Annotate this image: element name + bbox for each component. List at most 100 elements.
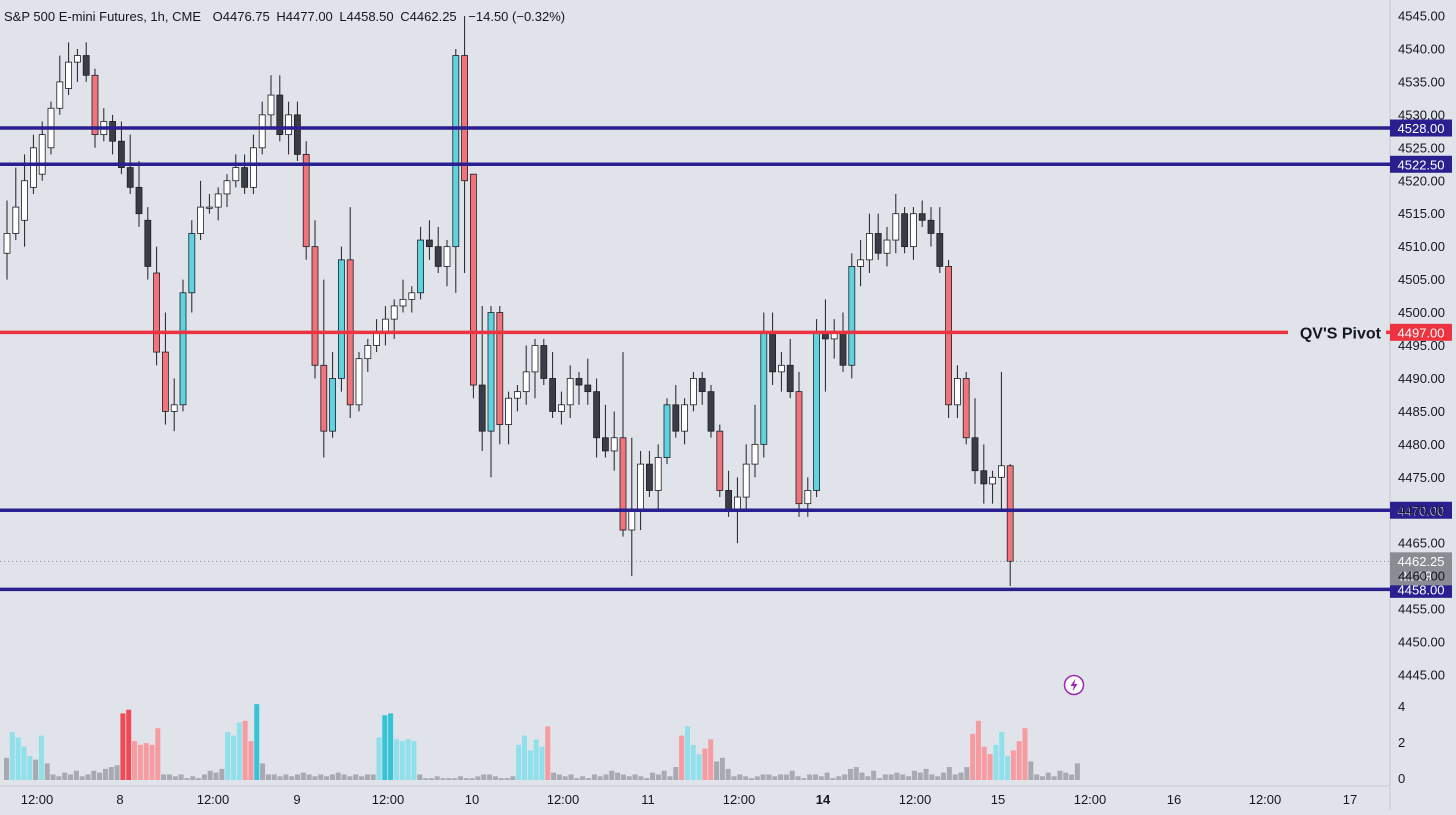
volume-bar: [393, 739, 399, 780]
candle-body: [839, 331, 847, 366]
level-price-tag: [1390, 119, 1452, 137]
volume-bar: [411, 741, 417, 780]
candle-body: [742, 463, 750, 498]
candle-body: [874, 233, 882, 254]
volume-bar: [236, 722, 242, 780]
time-tick-label: 12:00: [1074, 792, 1107, 807]
candle-body: [381, 318, 389, 333]
volume-bar: [492, 776, 498, 780]
candle-body: [927, 219, 935, 234]
volume-bar: [603, 774, 609, 780]
volume-bar: [609, 770, 615, 780]
level-price-label: 4497.00: [1398, 325, 1445, 340]
volume-bar: [341, 774, 347, 780]
candle-body: [522, 371, 530, 393]
candle-body: [971, 437, 979, 472]
candle-body: [804, 490, 812, 505]
volume-bar: [196, 778, 202, 780]
candle-body: [461, 55, 469, 182]
volume-bar: [661, 770, 667, 780]
volume-bar: [102, 768, 108, 780]
alert-icon[interactable]: [1063, 674, 1085, 696]
volume-bar: [1074, 763, 1080, 780]
symbol-name[interactable]: S&P 500 E-mini Futures, 1h, CME: [4, 9, 202, 24]
price-tick-label: 4470.00: [1398, 503, 1445, 518]
price-tick-label: 4540.00: [1398, 41, 1445, 56]
volume-bar: [900, 774, 906, 780]
open-label: O: [212, 9, 223, 24]
candle-body: [980, 470, 988, 485]
volume-bar: [812, 774, 818, 780]
price-tick-label: 4530.00: [1398, 107, 1445, 122]
candle-body: [751, 443, 759, 465]
volume-bar: [21, 746, 27, 780]
candle-body: [566, 378, 574, 406]
volume-bar: [457, 776, 463, 780]
volume-bar: [1063, 772, 1069, 780]
candle-body: [584, 384, 592, 393]
candle-body: [672, 404, 680, 432]
volume-bar: [1057, 770, 1063, 780]
volume-bar: [946, 767, 952, 780]
candle-body: [910, 213, 917, 248]
candle-body: [866, 233, 873, 261]
volume-bar: [754, 776, 760, 780]
change-value: −14.50 (−0.32%): [468, 9, 566, 24]
volume-bar: [1045, 772, 1051, 780]
volume-bar: [469, 778, 475, 780]
volume-bar: [475, 776, 481, 780]
volume-bar: [91, 770, 97, 780]
candle-body: [954, 378, 961, 406]
volume-bar: [219, 768, 225, 780]
volume-bar: [906, 776, 912, 780]
candle-body: [496, 312, 504, 425]
volume-bar: [283, 774, 289, 780]
candle-body: [549, 378, 556, 412]
volume-bar: [551, 772, 557, 780]
volume-bar: [952, 774, 958, 780]
candle-body: [21, 180, 29, 221]
time-tick-label: 14: [816, 792, 831, 807]
volume-bar: [347, 776, 353, 780]
volume-bar: [888, 774, 894, 780]
volume-bar: [801, 778, 807, 780]
level-price-tag: [1390, 323, 1452, 341]
price-tick-label: 4455.00: [1398, 602, 1445, 617]
candle-body: [417, 239, 425, 294]
volume-bar: [562, 776, 568, 780]
volume-bar: [405, 739, 411, 780]
volume-bar: [382, 715, 388, 780]
price-tick-label: 4545.00: [1398, 9, 1445, 24]
candle-body: [293, 114, 301, 155]
candle-body: [267, 94, 275, 116]
candle-body: [65, 61, 72, 89]
volume-bar: [1016, 741, 1022, 780]
price-tick-label: 4525.00: [1398, 140, 1445, 155]
volume-bar: [85, 774, 91, 780]
candle-body: [408, 292, 416, 300]
candle-body: [734, 496, 741, 511]
volume-bar: [929, 774, 935, 780]
volume-bar: [690, 744, 696, 780]
candle-body: [232, 167, 240, 182]
volume-bar: [97, 772, 103, 780]
candle-body: [646, 463, 653, 491]
volume-bar: [15, 737, 21, 780]
levels: 4528.00 4522.50 QV'S Pivot 4497.00 4470.00 44…: [0, 119, 1452, 598]
candle-body: [161, 351, 169, 412]
candle-body: [989, 476, 996, 485]
volume-bar: [4, 757, 9, 780]
volume-bar: [1028, 761, 1034, 780]
candle-body: [786, 364, 794, 393]
candle-body: [197, 206, 205, 234]
volume-bar: [999, 731, 1005, 780]
volume-bar: [190, 776, 196, 780]
volume-bar: [312, 776, 318, 780]
candle-body: [628, 509, 636, 531]
volume-bar: [68, 774, 74, 780]
candle-body: [505, 397, 513, 425]
volume-bar: [126, 709, 132, 780]
candle-body: [698, 378, 706, 393]
